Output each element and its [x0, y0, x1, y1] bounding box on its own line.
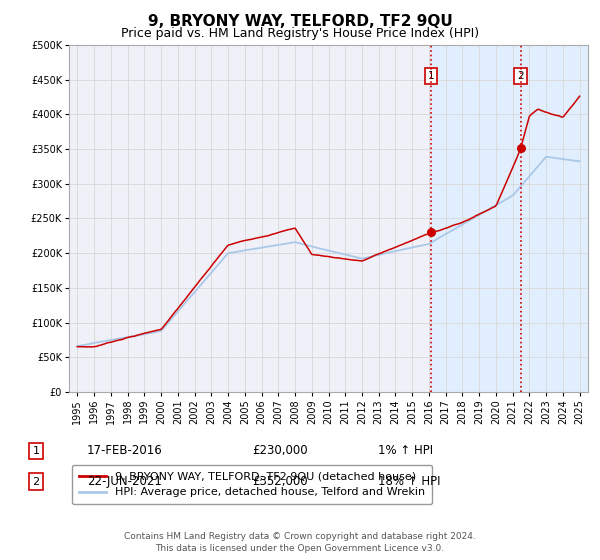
Text: 1: 1	[32, 446, 40, 456]
Text: £230,000: £230,000	[252, 444, 308, 458]
Bar	[431, 45, 521, 392]
Legend: 9, BRYONY WAY, TELFORD, TF2 9QU (detached house), HPI: Average price, detached h: 9, BRYONY WAY, TELFORD, TF2 9QU (detache…	[72, 465, 432, 504]
Text: Contains HM Land Registry data © Crown copyright and database right 2024.
This d: Contains HM Land Registry data © Crown c…	[124, 532, 476, 553]
Text: Price paid vs. HM Land Registry's House Price Index (HPI): Price paid vs. HM Land Registry's House …	[121, 27, 479, 40]
Text: 1% ↑ HPI: 1% ↑ HPI	[378, 444, 433, 458]
Text: 2: 2	[517, 71, 524, 81]
Text: £352,000: £352,000	[252, 475, 308, 488]
Text: 22-JUN-2021: 22-JUN-2021	[87, 475, 162, 488]
Text: 9, BRYONY WAY, TELFORD, TF2 9QU: 9, BRYONY WAY, TELFORD, TF2 9QU	[148, 14, 452, 29]
Text: 2: 2	[32, 477, 40, 487]
Bar	[521, 45, 588, 392]
Text: 17-FEB-2016: 17-FEB-2016	[87, 444, 163, 458]
Text: 1: 1	[428, 71, 434, 81]
Text: 18% ↑ HPI: 18% ↑ HPI	[378, 475, 440, 488]
